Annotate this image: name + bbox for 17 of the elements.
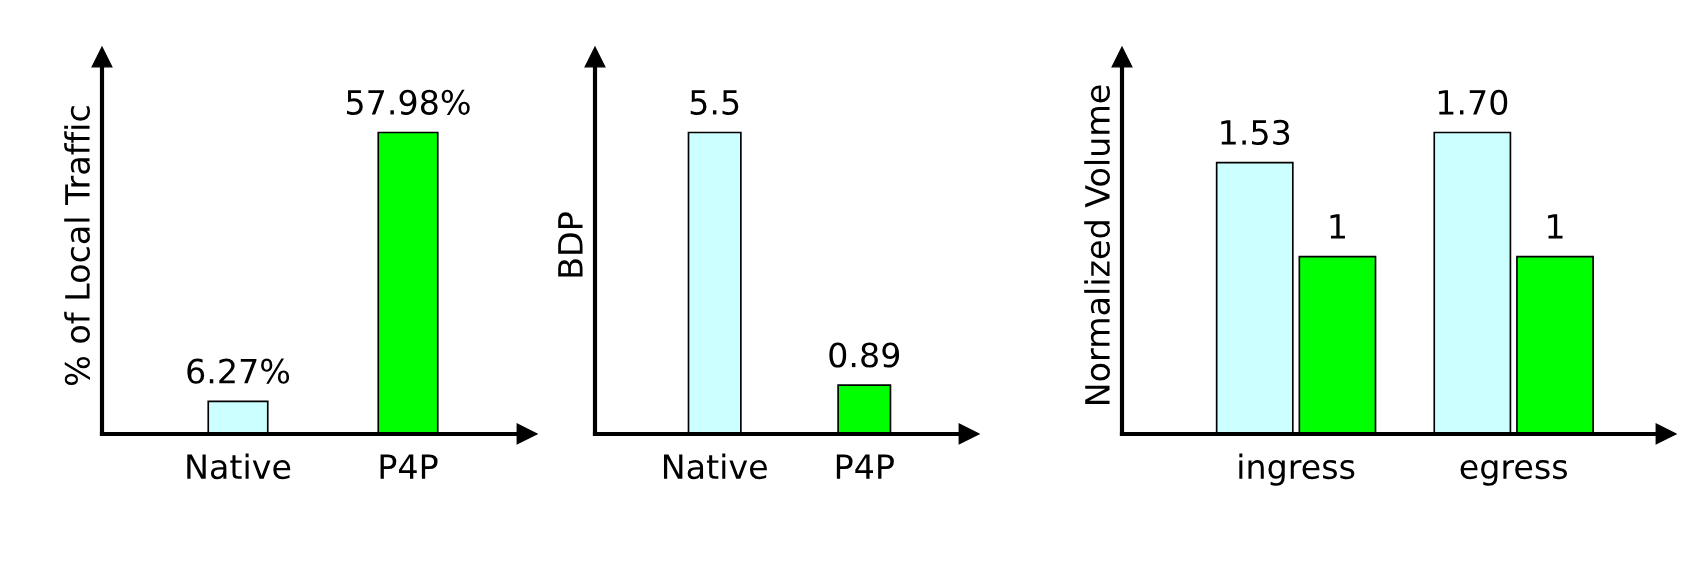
y-axis-title: BDP [558,212,583,277]
data-label: 6.27% [187,358,290,384]
x-tick-label: P4P [380,454,438,479]
data-label: 5.5 [690,90,739,115]
data-label: 1.70 [1438,89,1508,115]
x-tick-label: ingress [1239,453,1355,486]
y-axis-title: % of Local Traffic [64,106,90,385]
x-tick-label: Native [187,453,291,480]
x-tick-label: Native [663,453,767,480]
x-tick-label: P4P [836,454,894,479]
data-label: 1 [1330,214,1345,239]
data-label: 57.98% [347,89,470,115]
data-label: 1 [1548,214,1563,239]
y-axis-title: Normalized Volume [1084,85,1110,405]
data-label: 1.53 [1221,119,1290,146]
data-label: 0.89 [829,342,900,368]
x-tick-label: egress [1460,460,1567,486]
